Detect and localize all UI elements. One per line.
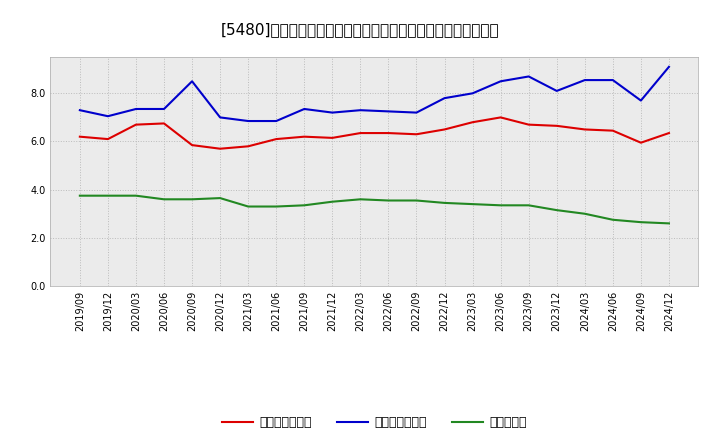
- 在庫回転率: [132, 193, 140, 198]
- Line: 在庫回転率: 在庫回転率: [80, 196, 669, 224]
- 在庫回転率: [468, 202, 477, 207]
- 買入債務回転率: [440, 95, 449, 101]
- 在庫回転率: [160, 197, 168, 202]
- 買入債務回転率: [104, 114, 112, 119]
- 在庫回転率: [580, 211, 589, 216]
- 在庫回転率: [665, 221, 673, 226]
- 買入債務回転率: [216, 115, 225, 120]
- 売上債権回転率: [524, 122, 533, 127]
- 在庫回転率: [524, 203, 533, 208]
- 在庫回転率: [412, 198, 420, 203]
- 在庫回転率: [104, 193, 112, 198]
- 売上債権回転率: [580, 127, 589, 132]
- 買入債務回転率: [552, 88, 561, 94]
- 売上債権回転率: [188, 143, 197, 148]
- 在庫回転率: [300, 203, 309, 208]
- 買入債務回転率: [665, 64, 673, 70]
- 売上債権回転率: [636, 140, 645, 145]
- 売上債権回転率: [272, 136, 281, 142]
- 売上債権回転率: [468, 120, 477, 125]
- 買入債務回転率: [76, 107, 84, 113]
- 買入債務回転率: [496, 79, 505, 84]
- Line: 買入債務回転率: 買入債務回転率: [80, 67, 669, 121]
- 売上債権回転率: [552, 123, 561, 128]
- 在庫回転率: [440, 200, 449, 205]
- 買入債務回転率: [412, 110, 420, 115]
- 売上債権回転率: [608, 128, 617, 133]
- 売上債権回転率: [384, 130, 392, 136]
- 在庫回転率: [244, 204, 253, 209]
- 売上債権回転率: [356, 130, 365, 136]
- 売上債権回転率: [440, 127, 449, 132]
- 在庫回転率: [356, 197, 365, 202]
- 買入債務回転率: [524, 74, 533, 79]
- 売上債権回転率: [496, 115, 505, 120]
- 売上債権回転率: [76, 134, 84, 139]
- 在庫回転率: [496, 203, 505, 208]
- 売上債権回転率: [132, 122, 140, 127]
- 売上債権回転率: [300, 134, 309, 139]
- 買入債務回転率: [244, 118, 253, 124]
- 買入債務回転率: [328, 110, 337, 115]
- 買入債務回転率: [188, 79, 197, 84]
- Legend: 売上債権回転率, 買入債務回転率, 在庫回転率: 売上債権回転率, 買入債務回転率, 在庫回転率: [217, 411, 532, 434]
- 買入債務回転率: [300, 106, 309, 112]
- 在庫回転率: [384, 198, 392, 203]
- 売上債権回転率: [104, 136, 112, 142]
- 買入債務回転率: [608, 77, 617, 83]
- 買入債務回転率: [132, 106, 140, 112]
- 在庫回転率: [552, 208, 561, 213]
- 買入債務回転率: [160, 106, 168, 112]
- 買入債務回転率: [272, 118, 281, 124]
- Text: [5480]　売上債権回転率、買入債務回転率、在庫回転率の推移: [5480] 売上債権回転率、買入債務回転率、在庫回転率の推移: [221, 22, 499, 37]
- 在庫回転率: [328, 199, 337, 204]
- 売上債権回転率: [216, 146, 225, 151]
- 買入債務回転率: [356, 107, 365, 113]
- 売上債権回転率: [412, 132, 420, 137]
- 売上債権回転率: [328, 135, 337, 140]
- 買入債務回転率: [636, 98, 645, 103]
- 買入債務回転率: [580, 77, 589, 83]
- Line: 売上債権回転率: 売上債権回転率: [80, 117, 669, 149]
- 売上債権回転率: [160, 121, 168, 126]
- 売上債権回転率: [244, 144, 253, 149]
- 在庫回転率: [272, 204, 281, 209]
- 在庫回転率: [608, 217, 617, 222]
- 買入債務回転率: [468, 91, 477, 96]
- 買入債務回転率: [384, 109, 392, 114]
- 在庫回転率: [636, 220, 645, 225]
- 在庫回転率: [216, 195, 225, 201]
- 在庫回転率: [188, 197, 197, 202]
- 売上債権回転率: [665, 130, 673, 136]
- 在庫回転率: [76, 193, 84, 198]
